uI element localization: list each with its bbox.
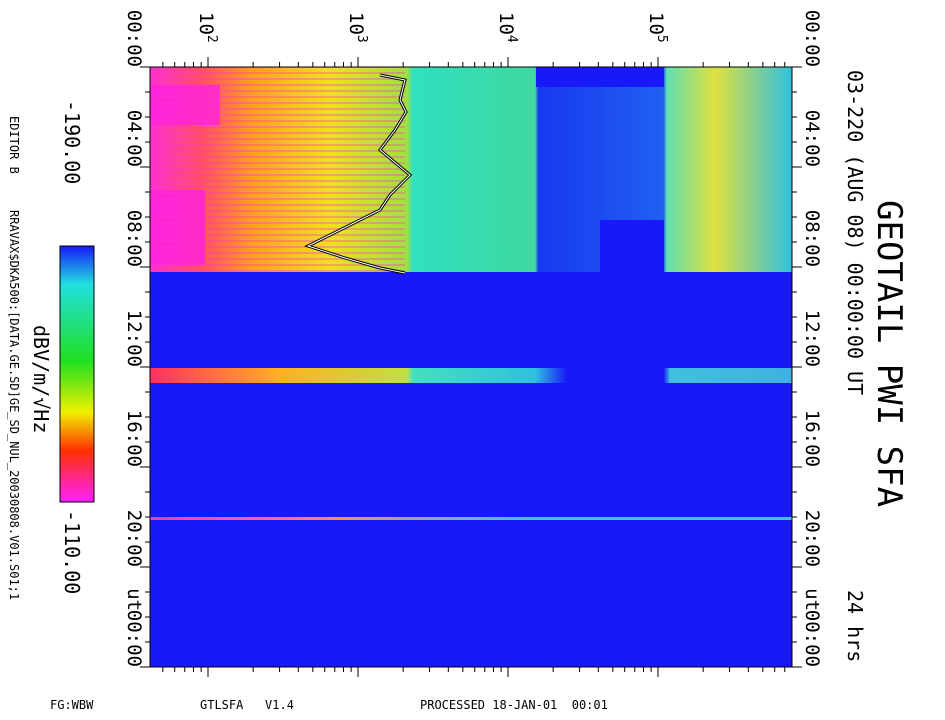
time-tick-label: 20:00 [123, 510, 145, 567]
file-path: RRAVAX$DKA500:[DATA.GE.SD]GE_SD_NUL_2003… [7, 210, 21, 600]
colorbar-max: -110.00 [60, 510, 84, 594]
time-tick-label: 12:00 [801, 310, 823, 367]
freq-tick-label: 102 [195, 12, 219, 43]
freq-tick-base: 10 [495, 12, 517, 35]
time-unit: ut [123, 588, 145, 611]
subtitle: 03-220 (AUG 08) 00:00:00 UT [843, 70, 867, 395]
footer-processed: PROCESSED 18-JAN-01 00:01 [420, 698, 608, 712]
freq-tick-exp: 3 [354, 35, 369, 43]
freq-tick-base: 10 [645, 12, 667, 35]
freq-tick-label: 103 [345, 12, 369, 43]
freq-tick-label: 104 [495, 12, 519, 43]
spectrogram-band [150, 368, 792, 383]
duration: 24 hrs [843, 590, 867, 662]
time-tick-label: 00:00 [801, 610, 823, 667]
footer-fg: FG:WBW [50, 698, 94, 712]
spectrogram-patch [600, 220, 664, 272]
spectrogram-patch [536, 67, 664, 87]
footer-program: GTLSFA V1.4 [200, 698, 294, 712]
time-tick-label: 00:00 [123, 10, 145, 67]
time-unit: ut [801, 588, 823, 611]
time-tick-label: 00:00 [123, 610, 145, 667]
spectrogram [149, 66, 793, 668]
freq-tick-exp: 5 [654, 35, 669, 43]
time-tick-label: 04:00 [123, 110, 145, 167]
freq-tick-base: 10 [195, 12, 217, 35]
title: GEOTAIL PWI SFA [869, 200, 909, 507]
time-tick-label: 16:00 [123, 410, 145, 467]
axis-ticks [140, 57, 802, 677]
time-tick-label: 04:00 [801, 110, 823, 167]
time-tick-label: 16:00 [801, 410, 823, 467]
editor: EDITOR B [7, 116, 21, 174]
colorbar-unit: dBV/m/√Hz [29, 325, 53, 433]
time-tick-label: 20:00 [801, 510, 823, 567]
freq-tick-exp: 4 [504, 35, 519, 43]
time-tick-label: 08:00 [123, 210, 145, 267]
time-tick-label: 00:00 [801, 10, 823, 67]
freq-tick-label: 105 [645, 12, 669, 43]
spectrogram-band [150, 517, 792, 520]
freq-tick-base: 10 [345, 12, 367, 35]
time-tick-label: 12:00 [123, 310, 145, 367]
colorbar-min: -190.00 [60, 100, 84, 184]
colorbar [59, 245, 95, 503]
freq-tick-exp: 2 [204, 35, 219, 43]
time-tick-label: 08:00 [801, 210, 823, 267]
spectrogram-streaks [150, 67, 405, 272]
cutoff-trace [306, 74, 411, 274]
